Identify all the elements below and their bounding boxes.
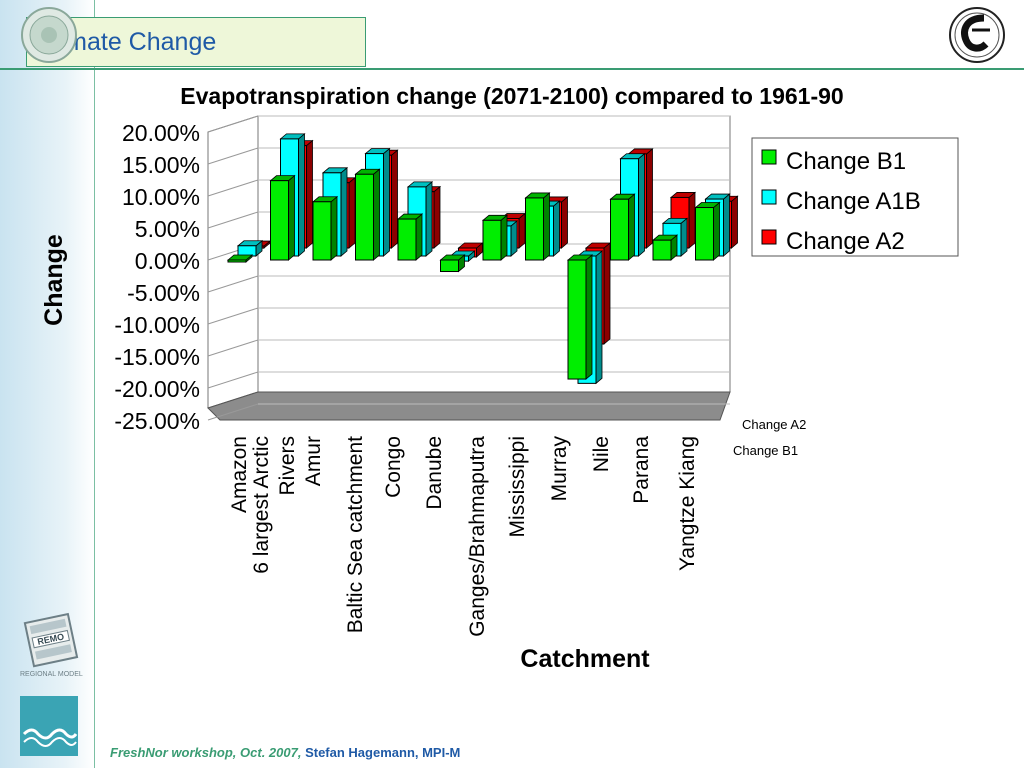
gridline-side [207, 307, 259, 325]
y-tick-label: 0.00% [135, 248, 200, 274]
x-axis-title: Catchment [520, 645, 650, 673]
y-tick-label: -25.00% [114, 408, 200, 434]
depth-axis-label-b1: Change B1 [733, 443, 798, 458]
slide-title-box: Climate Change [26, 17, 366, 67]
x-tick-label: Rivers [276, 436, 299, 496]
x-tick-label: Parana [630, 436, 653, 504]
bar-change-b1 [396, 213, 424, 261]
gridline-side [207, 275, 259, 293]
depth-axis-label-a2: Change A2 [742, 417, 806, 432]
legend-label: Change B1 [786, 148, 906, 175]
x-tick-label: Murray [548, 436, 571, 502]
legend-items: Change B1 Change A1B Change A2 [761, 148, 921, 255]
legend-swatch [761, 189, 777, 205]
bar-change-a1b [236, 239, 264, 257]
legend-swatch [761, 229, 777, 245]
y-tick-label: 10.00% [122, 184, 200, 210]
y-tick-label: 20.00% [122, 120, 200, 146]
chart-floor [207, 391, 731, 421]
x-tick-label: Ganges/Brahmaputra [466, 436, 489, 637]
chart-legend [751, 137, 959, 257]
y-tick-label: -5.00% [127, 280, 200, 306]
bar-change-b1 [269, 174, 296, 261]
gridline-side [207, 147, 259, 165]
header-rule [0, 68, 1024, 70]
legend-label: Change A1B [786, 188, 921, 215]
bar-change-b1 [354, 168, 381, 261]
y-tick-label: -20.00% [114, 376, 200, 402]
bar-change-b1 [226, 254, 254, 263]
chart-title: Evapotranspiration change (2071-2100) co… [180, 83, 843, 109]
bar-change-b1 [651, 234, 679, 261]
chart-bars [226, 133, 739, 385]
legend-swatch [761, 149, 777, 165]
x-tick-label: Amazon [228, 436, 251, 513]
institute-logo [949, 7, 1005, 63]
footer-event: FreshNor workshop, Oct. 2007, [110, 745, 302, 760]
x-tick-label: Amur [302, 436, 325, 486]
gridline-side [207, 403, 259, 421]
legend-label: Change A2 [786, 228, 905, 255]
gridline-side [207, 339, 259, 357]
x-tick-label: Mississippi [506, 436, 529, 538]
y-tick-label: 15.00% [122, 152, 200, 178]
x-tick-label: Nile [590, 436, 613, 472]
gridline-side [207, 371, 259, 389]
x-tick-label: Baltic Sea catchment [344, 436, 367, 633]
bar-change-b1 [609, 193, 636, 261]
gridline-side [207, 179, 259, 197]
x-tick-label: Yangtze Kiang [676, 436, 699, 571]
y-axis-tick-labels: 20.00% 15.00% 10.00% 5.00% 0.00% -5.00% -10.00… [114, 120, 200, 434]
y-tick-label: -15.00% [114, 344, 200, 370]
y-tick-label: -10.00% [114, 312, 200, 338]
gridline-side [207, 211, 259, 229]
y-axis-title: Change [40, 234, 68, 326]
footer-author: Stefan Hagemann, MPI-M [305, 745, 461, 760]
x-tick-label: Congo [382, 436, 405, 498]
x-tick-label: Danube [423, 436, 446, 510]
university-seal-logo [21, 7, 77, 63]
zmaw-logo [20, 696, 78, 756]
bar-change-b1 [694, 201, 721, 261]
remo-logo-caption: REGIONAL MODEL [20, 671, 83, 678]
gridline-side [207, 115, 259, 133]
bar-change-b1 [311, 195, 339, 261]
y-tick-label: 5.00% [135, 216, 200, 242]
bar-change-b1 [524, 192, 551, 261]
bar-change-b1 [439, 254, 466, 273]
bar-change-b1 [481, 214, 509, 261]
remo-model-logo: REMO REGIONAL MODEL [20, 612, 83, 678]
x-tick-label: 6 largest Arctic [250, 436, 273, 574]
slide-footer: FreshNor workshop, Oct. 2007, Stefan Hag… [110, 745, 460, 760]
x-axis-tick-labels: Amazon 6 largest Arctic Rivers Amur Baltic S… [228, 436, 699, 637]
bar-change-b1 [566, 254, 594, 380]
